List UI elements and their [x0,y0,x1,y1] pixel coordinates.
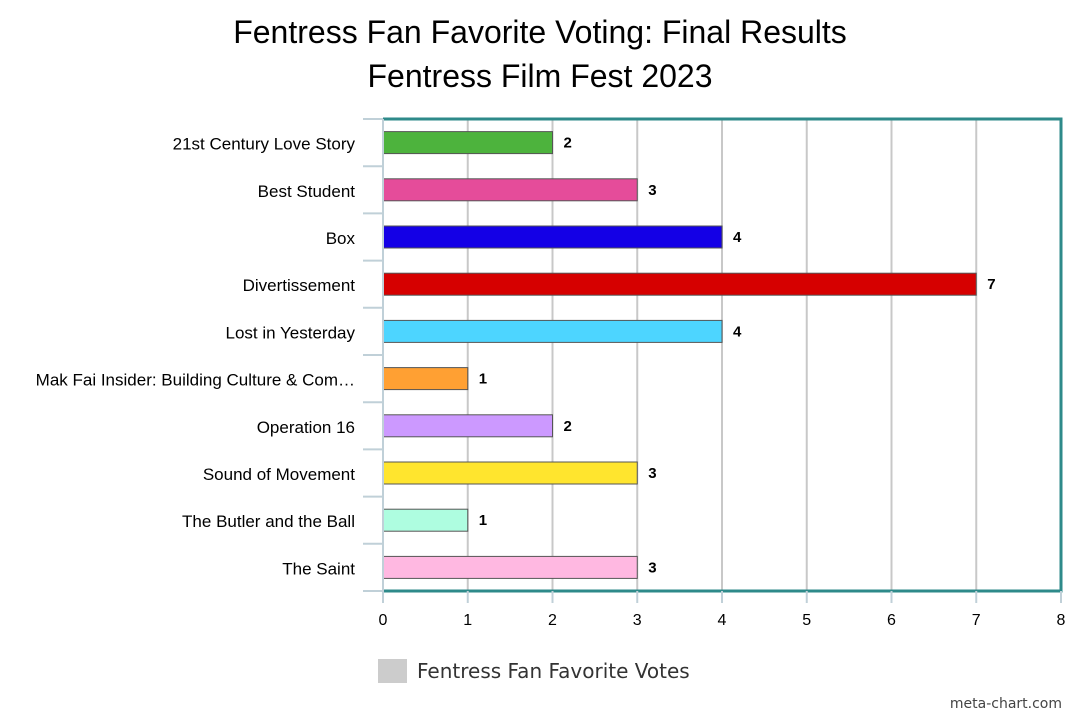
category-label: Sound of Movement [203,465,355,484]
bar-value-label: 4 [733,323,742,340]
category-label: Lost in Yesterday [226,323,356,342]
bar [382,508,469,532]
legend: Fentress Fan Favorite Votes [378,657,690,685]
bar [382,272,977,296]
bar-value-label: 1 [479,512,487,529]
bar [382,319,723,343]
x-tick-label: 2 [548,612,557,629]
bar [382,178,638,202]
x-tick-label: 3 [633,612,642,629]
x-tick-label: 8 [1057,612,1066,629]
bar [382,225,723,249]
category-label: 21st Century Love Story [173,135,356,154]
bar-value-label: 7 [987,276,995,293]
category-label: The Butler and the Ball [182,512,355,531]
x-tick-label: 6 [887,612,896,629]
bar-value-label: 3 [648,182,656,199]
bar [382,461,638,485]
bar-value-label: 2 [564,418,572,435]
bar-value-label: 2 [564,135,572,152]
x-tick-label: 7 [972,612,981,629]
category-label: Operation 16 [257,418,355,437]
x-tick-label: 5 [802,612,811,629]
bar [382,131,553,155]
bar-value-label: 3 [648,465,656,482]
credit-text: meta-chart.com [949,696,1062,712]
x-tick-label: 0 [379,612,388,629]
bar [382,367,469,391]
legend-swatch [378,659,407,683]
bar [382,414,553,438]
category-label: Divertissement [243,276,356,295]
category-label: The Saint [282,559,355,578]
legend-label: Fentress Fan Favorite Votes [417,659,690,683]
x-tick-label: 4 [718,612,727,629]
bar-value-label: 1 [479,371,487,388]
category-label: Best Student [258,182,356,201]
bar-value-label: 3 [648,559,656,576]
bar [382,555,638,579]
bar-value-label: 4 [733,229,742,246]
category-label: Box [326,229,356,248]
x-tick-label: 1 [463,612,472,629]
chart-subtitle: Fentress Film Fest 2023 [367,58,713,94]
chart-title: Fentress Fan Favorite Voting: Final Resu… [233,14,847,50]
category-label: Mak Fai Insider: Building Culture & Com… [36,371,355,390]
